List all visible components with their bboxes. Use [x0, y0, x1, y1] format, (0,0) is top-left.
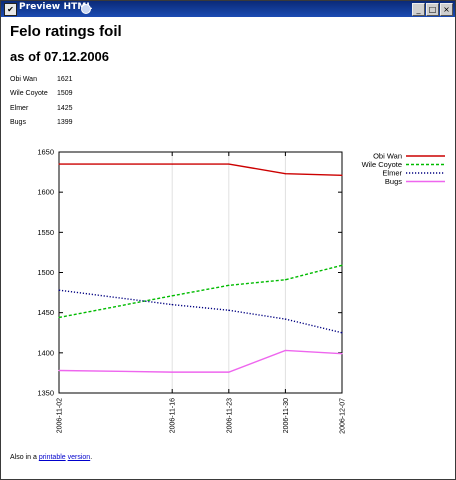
footer-text: Also in a printable version.	[10, 454, 92, 461]
legend-label: Elmer	[382, 169, 402, 178]
data-point	[341, 174, 343, 176]
player-name: Obi Wan	[10, 75, 37, 83]
table-row: Wile Coyote 1509	[10, 87, 73, 102]
minimize-button[interactable]: _	[412, 3, 425, 16]
data-point	[341, 353, 343, 355]
series-line	[59, 163, 343, 176]
y-tick-label: 1350	[37, 389, 54, 398]
series-line	[58, 289, 343, 334]
data-point	[171, 163, 173, 165]
data-point	[58, 369, 60, 372]
data-point	[171, 371, 173, 373]
page-subtitle: as of 07.12.2006	[10, 49, 110, 64]
close-button[interactable]: ×	[440, 3, 453, 16]
footer-suffix: .	[90, 454, 93, 461]
data-point	[228, 309, 230, 311]
window-title: Preview HTML	[19, 2, 93, 12]
table-row: Obi Wan 1621	[10, 72, 73, 87]
x-tick-label: 2006-11-23	[226, 398, 233, 433]
maximize-button[interactable]: □	[426, 3, 439, 16]
data-point	[58, 316, 60, 319]
player-rating: 1425	[57, 104, 73, 112]
player-name: Elmer	[10, 104, 29, 112]
series-line	[58, 349, 343, 373]
plot-frame	[58, 151, 343, 394]
data-point	[58, 163, 60, 165]
data-point	[171, 304, 173, 306]
data-point	[341, 332, 343, 334]
y-tick-label: 1500	[37, 268, 54, 277]
x-tick-label: 2006-12-07	[340, 398, 347, 434]
page-title: Felo ratings foil	[10, 23, 122, 40]
printable-link[interactable]: printable	[38, 454, 66, 461]
ratings-chart: 1350 1400 1450 1500 1550 1600 1650 2006-11-02 20…	[37, 148, 445, 434]
y-tick-label: 1650	[37, 148, 54, 157]
data-point	[284, 349, 286, 352]
x-tick-label: 2006-11-30	[283, 398, 290, 433]
data-point	[171, 295, 173, 297]
page-content: Felo ratings foil as of 07.12.2006 Obi W…	[1, 18, 455, 479]
y-tick-label: 1600	[37, 188, 54, 197]
y-tick-label: 1450	[37, 308, 54, 317]
legend-label: Obi Wan	[373, 152, 402, 161]
data-point	[341, 264, 343, 266]
x-tick-label: 2006-11-16	[170, 398, 177, 433]
player-rating: 1621	[57, 75, 73, 83]
window-status-icon	[81, 4, 91, 14]
ratings-table: Obi Wan 1621 Wile Coyote 1509 Elmer 1425…	[10, 72, 73, 130]
data-point	[228, 284, 230, 286]
legend-label: Bugs	[385, 177, 402, 186]
y-tick-label: 1400	[37, 348, 54, 357]
version-link[interactable]: version	[67, 454, 91, 461]
y-tick-label: 1550	[37, 228, 54, 237]
table-row: Bugs 1399	[10, 116, 73, 131]
data-point	[228, 163, 230, 165]
data-point	[284, 318, 286, 320]
data-point	[228, 371, 230, 373]
app-menu-icon[interactable]: ✔	[4, 3, 17, 16]
data-point	[284, 173, 286, 175]
player-rating: 1509	[57, 90, 73, 98]
data-point	[58, 289, 60, 291]
table-row: Elmer 1425	[10, 101, 73, 116]
x-tick-label: 2006-11-02	[57, 398, 64, 433]
series-line	[58, 264, 343, 319]
player-name: Bugs	[10, 119, 26, 127]
data-point	[284, 279, 286, 281]
player-name: Wile Coyote	[10, 90, 48, 98]
legend-label: Wile Coyote	[362, 160, 402, 169]
title-bar[interactable]: ✔ Preview HTML _ □ ×	[1, 1, 455, 17]
footer-prefix: Also in a	[10, 454, 37, 461]
player-rating: 1399	[57, 119, 73, 127]
